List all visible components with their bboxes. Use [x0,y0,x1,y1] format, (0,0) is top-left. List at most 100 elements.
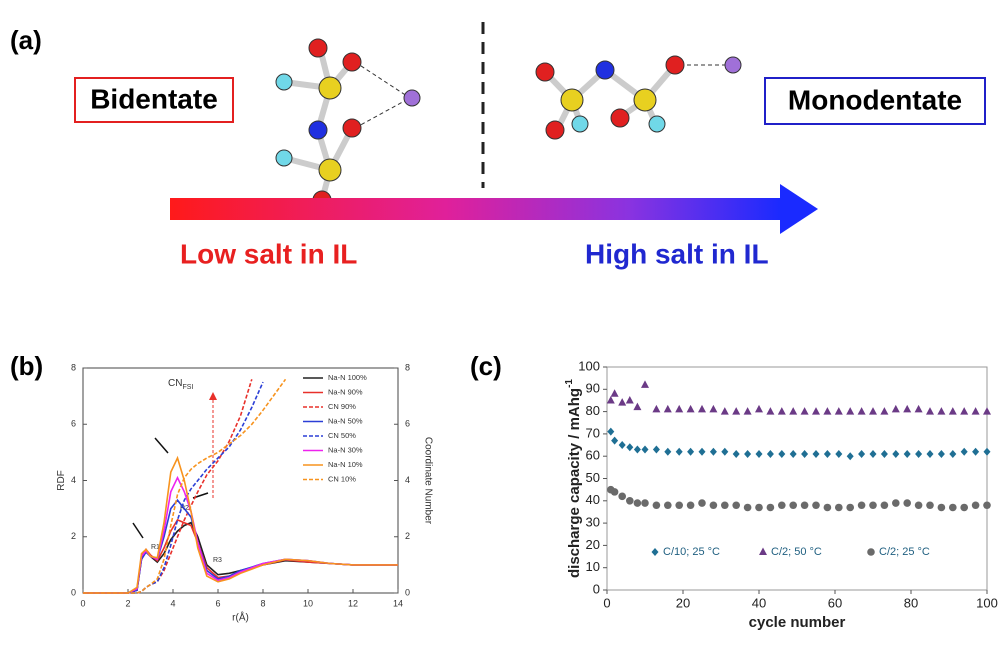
point [835,504,843,512]
point [858,450,865,458]
legend-label: CN 90% [328,402,356,411]
y-tick-label: 10 [586,559,600,574]
point [869,501,877,509]
annotation-arrowhead [209,392,217,400]
series-line [83,523,398,593]
legend-marker [652,548,659,556]
x-tick-label: 20 [676,595,690,610]
arrow-head [780,184,818,234]
point [664,405,672,413]
point [835,450,842,458]
legend-label: C/10; 25 °C [663,546,720,558]
y-tick-label: 40 [586,492,600,507]
molecule [536,56,741,139]
y-tick-label: 8 [71,362,76,372]
x-tick-label: 100 [976,595,998,610]
y2-tick-label: 6 [405,419,410,429]
point [767,450,774,458]
point [801,501,809,509]
series-line [83,520,398,593]
point [778,501,786,509]
x-tick-label: 8 [260,598,265,608]
legend-label: CN 10% [328,474,356,483]
caption: Low salt in IL [180,238,357,269]
y-tick-label: 4 [71,475,76,485]
annotation: R3 [213,557,222,564]
point [949,450,956,458]
point [835,407,843,415]
legend-label: Na-N 50% [328,416,363,425]
point [626,443,633,451]
y-tick-label: 20 [586,537,600,552]
point [611,437,618,445]
point [915,450,922,458]
x-tick-label: 2 [125,598,130,608]
point [721,501,729,509]
point [767,504,775,512]
molecule [276,39,420,209]
point [641,499,649,507]
point [881,501,889,509]
point [937,407,945,415]
point [744,504,752,512]
point [847,452,854,460]
point [858,501,866,509]
y2-tick-label: 2 [405,531,410,541]
point [846,504,854,512]
point [698,405,706,413]
point [960,504,968,512]
point [892,450,899,458]
arrow-shaft [170,198,782,220]
y2-axis-label: Coordinate Number [422,437,433,525]
point [732,501,740,509]
point [698,499,706,507]
point [619,441,626,449]
x-tick-label: 40 [752,595,766,610]
point [983,501,991,509]
point [961,448,968,456]
point [710,501,718,509]
point [858,407,866,415]
point [869,407,877,415]
point [846,407,854,415]
y-axis-label: RDF [56,470,67,491]
point [634,499,642,507]
panel-a: (a) Bidentate Monodentate [10,22,985,269]
x-tick-label: 0 [603,595,610,610]
y-tick-label: 50 [586,470,600,485]
point [926,501,934,509]
x-tick-label: 60 [828,595,842,610]
panel-label: (a) [10,25,42,55]
x-tick-label: 12 [348,598,358,608]
point [653,501,661,509]
point [903,499,911,507]
y-tick-label: 30 [586,515,600,530]
point [926,407,934,415]
legend-label: CN 50% [328,431,356,440]
point [812,407,820,415]
point [904,450,911,458]
point [611,389,619,397]
point [870,450,877,458]
panel-label: (c) [470,351,502,381]
point [607,428,614,436]
legend-label: C/2; 25 °C [879,546,930,558]
point [721,407,729,415]
annotation: CNFSI [168,378,193,391]
point [607,396,615,404]
point [801,407,809,415]
point [634,446,641,454]
y-tick-label: 6 [71,419,76,429]
point [812,501,820,509]
x-axis-label: r(Å) [232,611,249,624]
figure: (a) Bidentate Monodentate [0,0,1000,650]
legend-label: Na-N 90% [328,387,363,396]
point [626,396,634,404]
y-axis-label-text: discharge capacity / mAhg [566,388,583,578]
y-tick-label: 100 [578,358,600,373]
point [675,501,683,509]
point [687,501,695,509]
pointer-arrow [155,438,168,453]
point [972,407,980,415]
series-line [83,500,398,593]
